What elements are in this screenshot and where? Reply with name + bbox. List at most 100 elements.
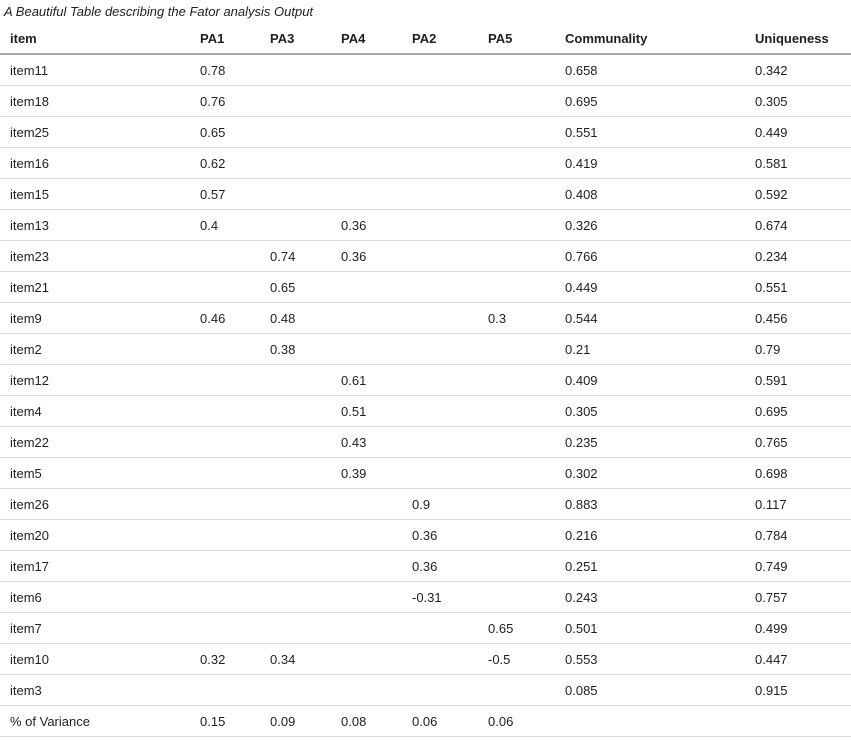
value-cell: 0.766 (555, 240, 745, 272)
value-cell (478, 209, 555, 241)
value-cell (478, 271, 555, 303)
value-cell: 0.419 (555, 147, 745, 179)
value-cell (260, 209, 331, 241)
table-row: item21 0.65 0.449 0.551 (0, 271, 851, 303)
value-cell: 0.765 (745, 426, 851, 458)
column-header-pa1: PA1 (190, 24, 260, 55)
table-row: item13 0.4 0.36 0.326 0.674 (0, 209, 851, 241)
value-cell: 0.085 (555, 674, 745, 706)
column-header-communality: Communality (555, 24, 745, 55)
value-cell (331, 519, 402, 551)
value-cell (190, 426, 260, 458)
value-cell: 0.695 (555, 85, 745, 117)
row-label-cell: item26 (0, 488, 190, 520)
value-cell (190, 240, 260, 272)
value-cell: 0.234 (745, 240, 851, 272)
value-cell (190, 488, 260, 520)
value-cell (331, 178, 402, 210)
value-cell (478, 426, 555, 458)
value-cell: 0.658 (555, 54, 745, 86)
value-cell: 0.449 (555, 271, 745, 303)
value-cell (478, 116, 555, 148)
row-label-cell: item18 (0, 85, 190, 117)
value-cell: 0.251 (555, 550, 745, 582)
factor-analysis-table: item PA1 PA3 PA4 PA2 PA5 Communality Uniqueness… (0, 24, 851, 737)
value-cell (331, 581, 402, 613)
value-cell: 0.3 (478, 302, 555, 334)
value-cell (402, 643, 478, 675)
value-cell (331, 116, 402, 148)
value-cell (402, 333, 478, 365)
value-cell: 0.36 (331, 240, 402, 272)
value-cell (260, 612, 331, 644)
value-cell (402, 364, 478, 396)
row-label-cell: item11 (0, 54, 190, 86)
value-cell (478, 581, 555, 613)
column-header-pa3: PA3 (260, 24, 331, 55)
value-cell (402, 271, 478, 303)
row-label-cell: item6 (0, 581, 190, 613)
table-row: item17 0.36 0.251 0.749 (0, 550, 851, 582)
value-cell (260, 674, 331, 706)
row-label-cell: item15 (0, 178, 190, 210)
value-cell (478, 395, 555, 427)
value-cell: 0.447 (745, 643, 851, 675)
value-cell: 0.551 (745, 271, 851, 303)
row-label-cell: item10 (0, 643, 190, 675)
value-cell (190, 395, 260, 427)
value-cell (260, 54, 331, 86)
value-cell (478, 147, 555, 179)
column-header-uniqueness: Uniqueness (745, 24, 851, 55)
value-cell (402, 116, 478, 148)
value-cell: 0.78 (190, 54, 260, 86)
row-label-cell: item3 (0, 674, 190, 706)
value-cell: 0.21 (555, 333, 745, 365)
value-cell: 0.09 (260, 705, 331, 737)
value-cell: 0.305 (555, 395, 745, 427)
value-cell: 0.302 (555, 457, 745, 489)
table-row: item9 0.46 0.48 0.3 0.544 0.456 (0, 302, 851, 334)
value-cell: 0.39 (331, 457, 402, 489)
table-body: item11 0.78 0.658 0.342 item18 0.76 0.695 0.305… (0, 54, 851, 737)
value-cell: 0.592 (745, 178, 851, 210)
value-cell: 0.235 (555, 426, 745, 458)
column-header-pa2: PA2 (402, 24, 478, 55)
value-cell (402, 612, 478, 644)
value-cell: 0.544 (555, 302, 745, 334)
table-row: item5 0.39 0.302 0.698 (0, 457, 851, 489)
row-label-cell: item16 (0, 147, 190, 179)
value-cell (478, 457, 555, 489)
table-row: item3 0.085 0.915 (0, 674, 851, 706)
table-row: item2 0.38 0.21 0.79 (0, 333, 851, 365)
row-label-cell: item20 (0, 519, 190, 551)
value-cell (331, 302, 402, 334)
table-row: item15 0.57 0.408 0.592 (0, 178, 851, 210)
value-cell (402, 302, 478, 334)
value-cell (260, 550, 331, 582)
value-cell: 0.216 (555, 519, 745, 551)
value-cell: 0.06 (478, 705, 555, 737)
column-header-pa5: PA5 (478, 24, 555, 55)
value-cell (331, 85, 402, 117)
value-cell: 0.65 (190, 116, 260, 148)
value-cell: 0.915 (745, 674, 851, 706)
value-cell: 0.449 (745, 116, 851, 148)
value-cell (260, 364, 331, 396)
value-cell: 0.57 (190, 178, 260, 210)
value-cell: 0.243 (555, 581, 745, 613)
value-cell (478, 364, 555, 396)
value-cell (478, 519, 555, 551)
value-cell (745, 705, 851, 737)
value-cell (260, 147, 331, 179)
value-cell (331, 674, 402, 706)
row-label-cell: item9 (0, 302, 190, 334)
value-cell: 0.409 (555, 364, 745, 396)
table-row: % of Variance 0.15 0.09 0.08 0.06 0.06 (0, 705, 851, 737)
value-cell (260, 457, 331, 489)
column-header-pa4: PA4 (331, 24, 402, 55)
value-cell (331, 643, 402, 675)
value-cell: 0.408 (555, 178, 745, 210)
value-cell: 0.36 (402, 550, 478, 582)
value-cell (260, 178, 331, 210)
